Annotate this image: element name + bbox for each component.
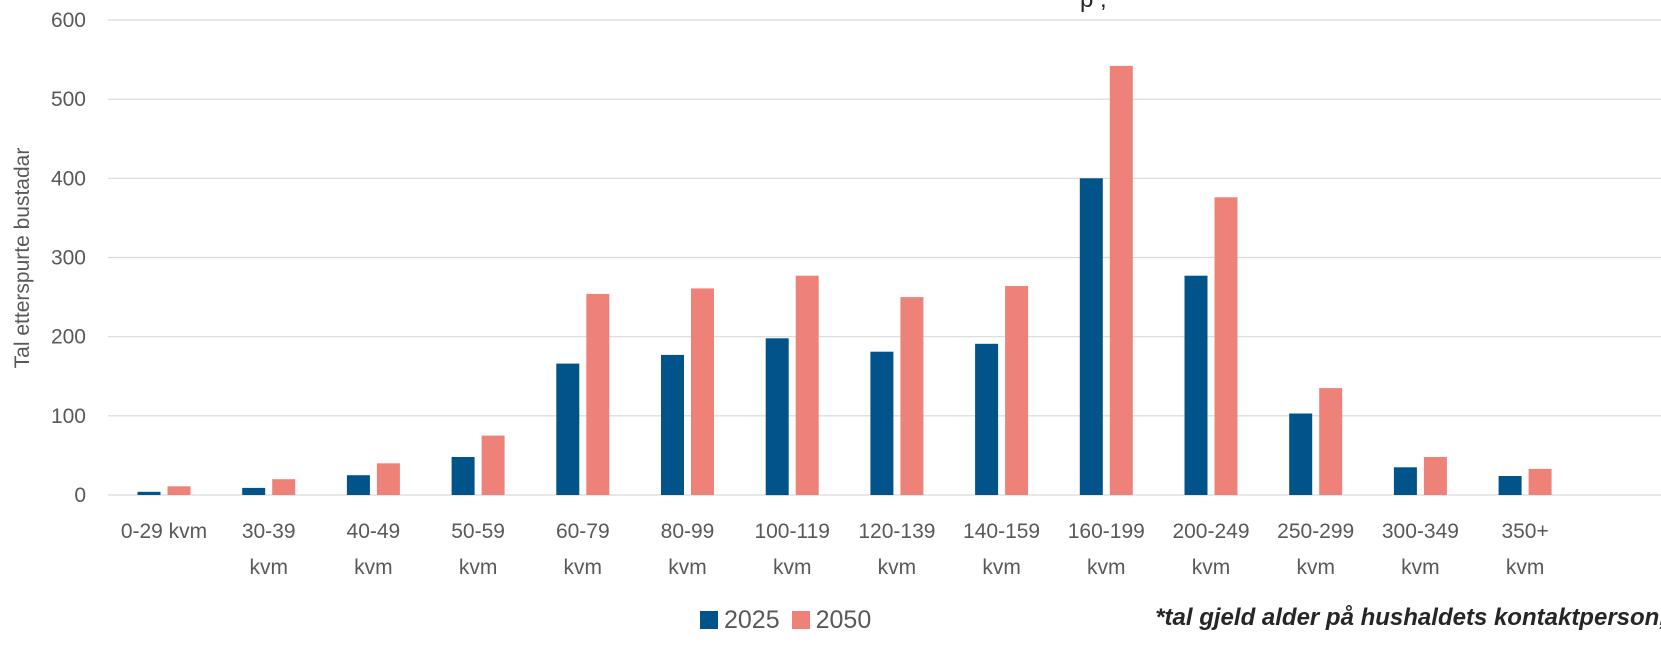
x-tick-label: kvm — [878, 556, 917, 579]
bar-2050-2 — [376, 463, 400, 495]
x-tick-label: kvm — [354, 556, 393, 579]
x-tick-label: 30-39 — [242, 520, 296, 543]
bar-2025-9 — [1079, 178, 1103, 496]
bar-2025-3 — [451, 457, 475, 495]
x-tick-label: 80-99 — [661, 520, 715, 543]
x-tick-label: kvm — [1401, 556, 1440, 579]
x-tick-label: 0-29 kvm — [121, 520, 207, 543]
x-tick-label: 250-299 — [1277, 520, 1354, 543]
bar-2050-10 — [1214, 197, 1238, 496]
bar-2050-11 — [1319, 388, 1343, 495]
y-tick-label: 600 — [51, 9, 86, 32]
x-tick-label: kvm — [1506, 556, 1545, 579]
top-note: p , — [1080, 0, 1107, 14]
y-tick-label: 500 — [51, 88, 86, 111]
bar-2025-7 — [870, 351, 894, 495]
x-tick-label: 60-79 — [556, 520, 610, 543]
legend: 2025 2050 — [700, 600, 883, 640]
x-tick-label: kvm — [249, 556, 288, 579]
legend-swatch-2025 — [700, 611, 718, 629]
bar-2025-12 — [1393, 467, 1417, 495]
x-tick-label: kvm — [564, 556, 603, 579]
bar-2050-9 — [1109, 65, 1133, 496]
x-tick-label: 200-249 — [1172, 520, 1249, 543]
bar-2050-7 — [900, 297, 924, 495]
x-tick-label: 40-49 — [347, 520, 401, 543]
legend-label-2025: 2025 — [724, 605, 780, 634]
y-tick-label: 400 — [51, 167, 86, 190]
x-tick-label: 160-199 — [1068, 520, 1145, 543]
y-tick-label: 100 — [51, 405, 86, 428]
x-tick-label: 140-159 — [963, 520, 1040, 543]
bar-2025-6 — [765, 338, 789, 496]
bar-2050-13 — [1528, 468, 1552, 495]
legend-label-2050: 2050 — [815, 605, 872, 634]
x-axis-ticks: 0-29 kvm 30-39 kvm 40-49 kvm 50-59 kvm 60-79 kvm… — [121, 520, 1549, 579]
bar-2025-4 — [556, 363, 580, 495]
bar-2025-13 — [1498, 476, 1522, 495]
y-tick-label: 200 — [51, 326, 86, 349]
x-tick-label: 120-139 — [858, 520, 935, 543]
x-tick-label: kvm — [668, 556, 707, 579]
x-tick-label: 100-119 — [754, 520, 830, 543]
bar-2050-1 — [272, 479, 296, 495]
bar-2050-0 — [167, 486, 191, 495]
bar-2025-1 — [242, 487, 266, 495]
bar-2050-12 — [1423, 457, 1447, 495]
legend-item-2025: 2025 — [700, 606, 780, 635]
gridlines — [108, 19, 1661, 496]
y-tick-label: 300 — [51, 247, 86, 270]
bar-2050-5 — [691, 288, 714, 495]
y-axis-ticks: 0 100 200 300 400 500 600 — [51, 9, 86, 507]
x-tick-label: 300-349 — [1382, 520, 1459, 543]
bar-2025-0 — [137, 491, 161, 495]
bar-2050-3 — [481, 435, 505, 495]
bar-2025-8 — [975, 343, 999, 495]
bar-2025-5 — [661, 354, 684, 495]
legend-swatch-2050 — [791, 611, 810, 629]
x-tick-label: kvm — [773, 556, 812, 579]
bar-2025-10 — [1184, 275, 1208, 495]
bars — [137, 65, 1552, 496]
bar-2050-8 — [1005, 286, 1029, 495]
x-tick-label: 50-59 — [451, 520, 505, 543]
bar-2025-11 — [1289, 413, 1313, 495]
x-tick-label: 350+ — [1501, 520, 1548, 543]
bar-2050-4 — [586, 293, 610, 495]
bar-2025-2 — [346, 475, 370, 495]
y-axis-label: Tal etterspurte bustadar — [11, 148, 34, 369]
footnote: *tal gjeld alder på hushaldets kontaktpe… — [1155, 604, 1661, 631]
y-tick-label: 0 — [74, 484, 86, 507]
legend-item-2050: 2050 — [791, 605, 872, 635]
bar-2050-6 — [795, 275, 819, 495]
x-tick-label: kvm — [459, 556, 498, 579]
x-tick-label: kvm — [1192, 556, 1231, 579]
x-tick-label: kvm — [1296, 556, 1335, 579]
x-tick-label: kvm — [982, 556, 1021, 579]
x-tick-label: kvm — [1087, 556, 1126, 579]
